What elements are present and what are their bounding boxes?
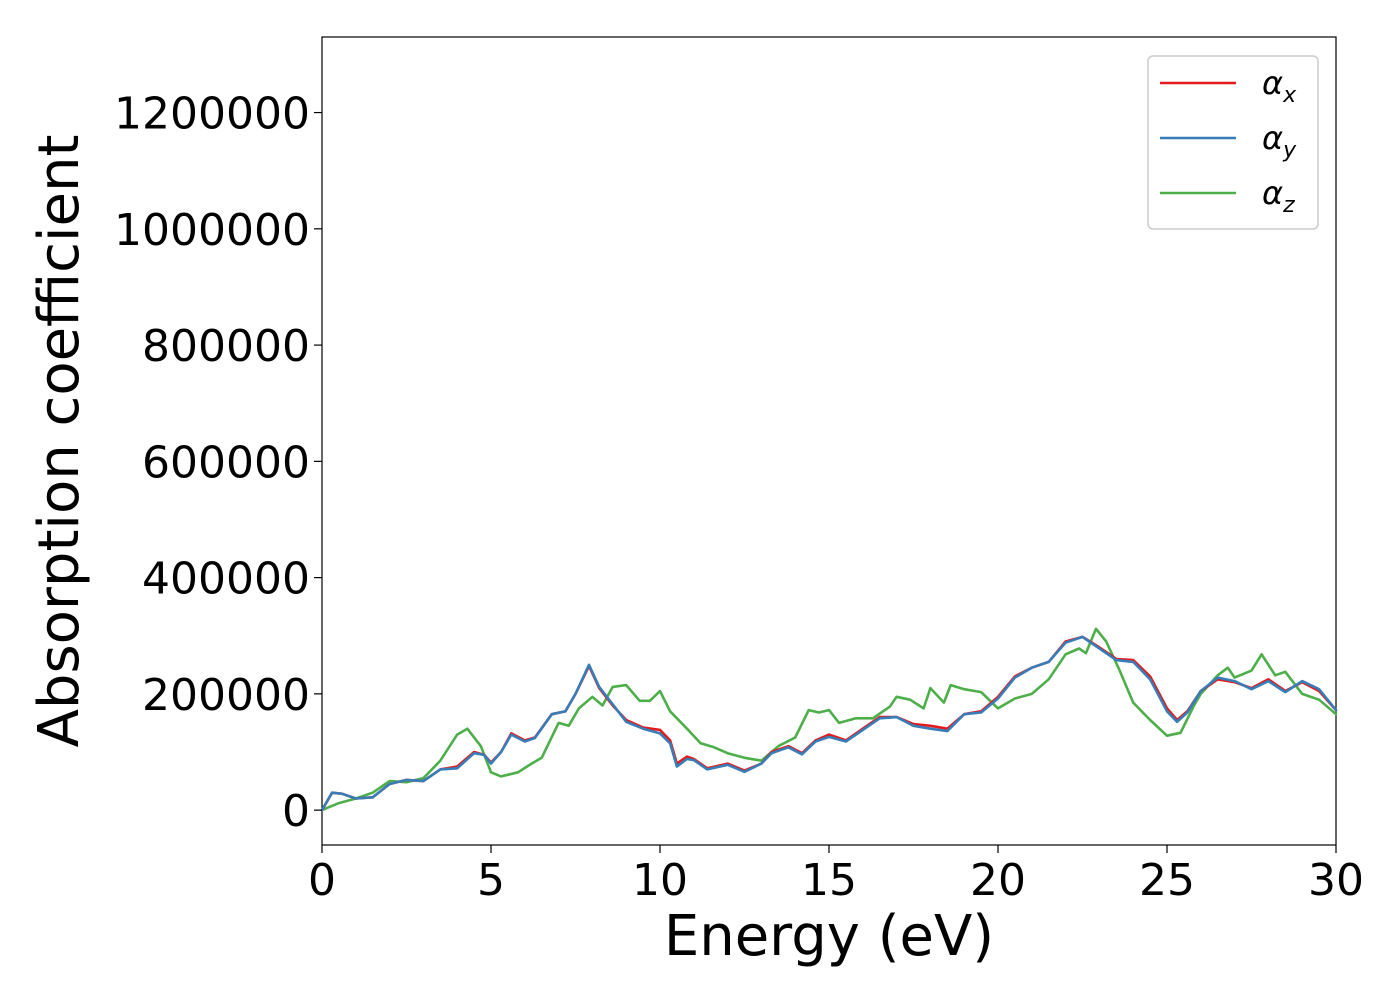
x-tick-label: 0 [308,855,336,906]
x-axis-ticks: 0 5 10 15 20 25 30 [308,845,1364,906]
y-tick-label: 400000 [142,554,310,605]
legend-box [1147,55,1319,230]
x-tick-label: 25 [1139,855,1195,906]
x-tick-label: 30 [1308,855,1364,906]
legend-subscript: y [1282,138,1297,163]
y-axis-ticks: 0 200000 400000 600000 800000 1000000 1200000 [114,89,322,837]
x-axis-label: Energy (eV) [664,904,994,969]
legend-subscript: x [1282,83,1297,108]
y-tick-label: 0 [282,786,310,837]
x-tick-label: 15 [801,855,857,906]
x-tick-label: 20 [970,855,1026,906]
series-line-z [320,627,1338,812]
y-tick-label: 800000 [142,321,310,372]
legend-subscript: z [1282,193,1295,218]
y-tick-label: 200000 [142,670,310,721]
x-tick-label: 5 [477,855,505,906]
x-tick-label: 10 [632,855,688,906]
y-axis-label: Absorption coefficient [27,135,92,748]
series-lines [320,627,1338,812]
y-tick-label: 1200000 [114,89,310,140]
y-tick-label: 600000 [142,437,310,488]
y-tick-label: 1000000 [114,205,310,256]
series-line-y [320,635,1338,812]
